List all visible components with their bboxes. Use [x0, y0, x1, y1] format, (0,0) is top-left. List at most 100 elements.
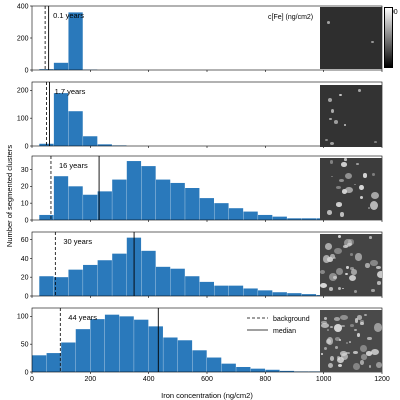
image-speck: [376, 266, 382, 270]
histogram-bar: [221, 363, 236, 372]
histogram-bar: [185, 276, 200, 296]
y-tick-label: 50: [21, 342, 29, 349]
histogram-bar: [83, 136, 98, 146]
image-speck: [341, 287, 345, 290]
image-speck: [321, 320, 327, 325]
histogram-bar: [32, 355, 47, 372]
histogram-bar: [228, 208, 244, 220]
y-tick-label: 20: [21, 275, 29, 282]
histogram-bar: [170, 182, 185, 220]
image-speck: [338, 339, 341, 341]
image-speck: [345, 173, 353, 180]
y-tick-label: 100: [17, 116, 29, 123]
histogram-bar: [53, 62, 69, 70]
image-speck: [340, 314, 349, 320]
image-speck: [334, 248, 342, 255]
histogram-bar: [199, 198, 214, 220]
histogram-bar: [126, 161, 142, 220]
image-speck: [354, 289, 357, 293]
histogram-bar: [243, 288, 258, 296]
y-tick-label: 10: [21, 201, 29, 208]
image-speck: [326, 337, 334, 346]
image-speck: [339, 93, 342, 97]
histogram-bar: [112, 253, 127, 296]
histogram-bar: [243, 211, 258, 220]
image-speck: [323, 255, 331, 263]
histogram-bar: [228, 285, 244, 296]
image-speck: [368, 206, 371, 209]
image-speck: [355, 253, 362, 261]
histogram-bar: [97, 191, 112, 220]
image-speck: [327, 97, 333, 103]
legend-background-label: background: [273, 316, 310, 323]
histogram-bar: [265, 369, 280, 372]
image-speck: [359, 320, 364, 323]
image-speck: [334, 345, 339, 350]
image-speck: [369, 201, 378, 211]
histogram-panel: 0 20 40 60 30 years: [21, 231, 383, 300]
image-speck: [344, 158, 347, 161]
image-speck: [334, 323, 343, 332]
histogram-bar: [214, 285, 229, 296]
histogram-bar: [75, 329, 91, 372]
image-speck: [356, 332, 361, 337]
image-speck: [339, 211, 345, 217]
histogram-panel: 0 100 200 1.7 years: [17, 81, 383, 150]
histogram-bar: [68, 186, 83, 220]
image-speck: [341, 189, 348, 195]
image-speck: [336, 267, 343, 275]
y-tick-label: 200: [17, 88, 29, 95]
image-speck: [338, 178, 345, 182]
histogram-bar: [258, 290, 273, 296]
histogram-bar: [39, 69, 54, 70]
image-speck: [370, 259, 378, 267]
histogram-bar: [61, 342, 76, 372]
image-speck: [358, 89, 361, 93]
image-speck: [362, 173, 368, 178]
y-tick-label: 0: [25, 217, 29, 224]
image-speck: [376, 361, 382, 368]
image-speck: [329, 117, 332, 121]
histogram-bar: [83, 264, 98, 296]
x-tick-label: 1000: [316, 376, 332, 383]
panel-label: 16 years: [59, 161, 88, 170]
image-speck: [365, 351, 372, 356]
image-speck: [326, 329, 330, 332]
histogram-bar: [53, 93, 69, 146]
legend: background median: [247, 316, 310, 335]
y-tick-label: 0: [25, 293, 29, 300]
y-tick-label: 60: [21, 237, 29, 244]
image-speck: [340, 350, 347, 356]
histogram-bar: [170, 268, 185, 296]
histogram-bar: [236, 366, 251, 372]
histogram-bar: [250, 368, 266, 372]
image-speck: [324, 243, 333, 251]
image-speck: [360, 360, 365, 366]
image-speck: [346, 352, 350, 355]
image-speck: [329, 287, 334, 291]
image-speck: [320, 282, 328, 288]
image-speck: [373, 323, 382, 332]
image-speck: [345, 186, 354, 193]
image-speck: [360, 196, 364, 200]
histogram-bar: [272, 292, 287, 296]
image-speck: [371, 288, 375, 293]
panel-label: 44 years: [68, 313, 97, 322]
image-speck: [348, 274, 357, 281]
image-speck: [365, 263, 370, 268]
image-speck: [337, 286, 342, 291]
histogram-bar: [97, 260, 112, 296]
histogram-panel: 0 50 100 44 years: [17, 307, 383, 376]
histogram-bar: [192, 350, 207, 372]
image-speck: [363, 313, 367, 317]
histogram-bar: [301, 294, 317, 296]
image-speck: [324, 138, 328, 142]
microscopy-image-1.7-years: [320, 85, 382, 147]
image-speck: [359, 184, 365, 191]
y-axis-label: Number of segmented clusters: [5, 145, 14, 247]
image-speck: [330, 175, 334, 178]
image-speck: [367, 336, 372, 341]
image-speck: [371, 348, 379, 355]
legend-median-label: median: [273, 328, 296, 335]
